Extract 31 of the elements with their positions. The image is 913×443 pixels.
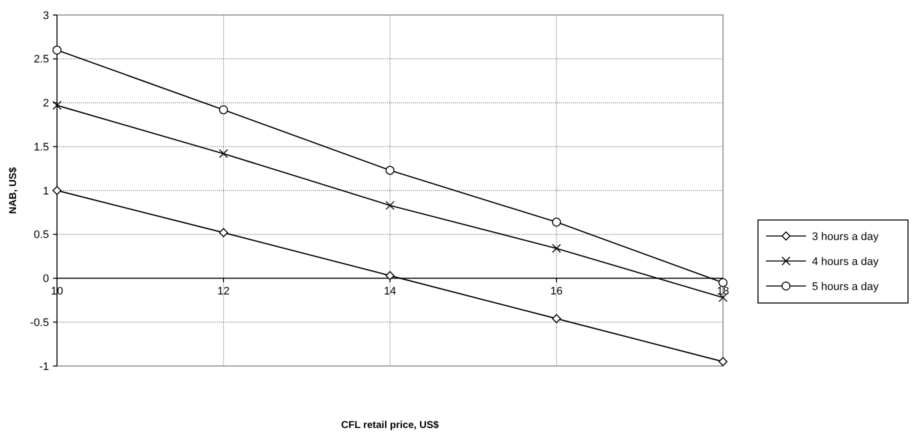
point <box>52 186 62 195</box>
x-tick-label: 12 <box>217 285 230 298</box>
point <box>386 271 394 280</box>
point <box>552 218 561 227</box>
x-tick-label: 14 <box>384 285 396 298</box>
x-axis-title: CFL retail price, US$ <box>341 420 440 431</box>
point <box>52 46 62 55</box>
y-tick-label: 3 <box>42 10 49 22</box>
y-tick-label: 1 <box>42 185 49 198</box>
point <box>219 105 228 114</box>
point <box>219 149 228 158</box>
point <box>219 228 228 238</box>
point <box>552 314 561 324</box>
point <box>386 166 394 175</box>
y-axis-title: NAB, US$ <box>8 166 19 214</box>
legend-label: 3 hours a day <box>812 230 880 243</box>
legend-label: 4 hours a day <box>812 256 880 268</box>
legend-label: 5 hours a day <box>812 280 880 293</box>
point <box>552 244 561 253</box>
x-tick-label: 16 <box>550 285 563 298</box>
y-tick-label: 0.5 <box>34 229 49 242</box>
y-tick-label: 0 <box>42 273 49 286</box>
y-tick-label: -0.5 <box>30 316 49 329</box>
point <box>52 100 62 110</box>
x-tick-label: 18 <box>716 285 730 298</box>
y-tick-label: 2 <box>42 98 49 110</box>
point <box>386 200 394 210</box>
y-tick-label: -1 <box>39 360 49 373</box>
y-tick-label: 2.5 <box>34 54 49 66</box>
y-tick-label: 1.5 <box>34 141 49 154</box>
point <box>718 357 728 366</box>
